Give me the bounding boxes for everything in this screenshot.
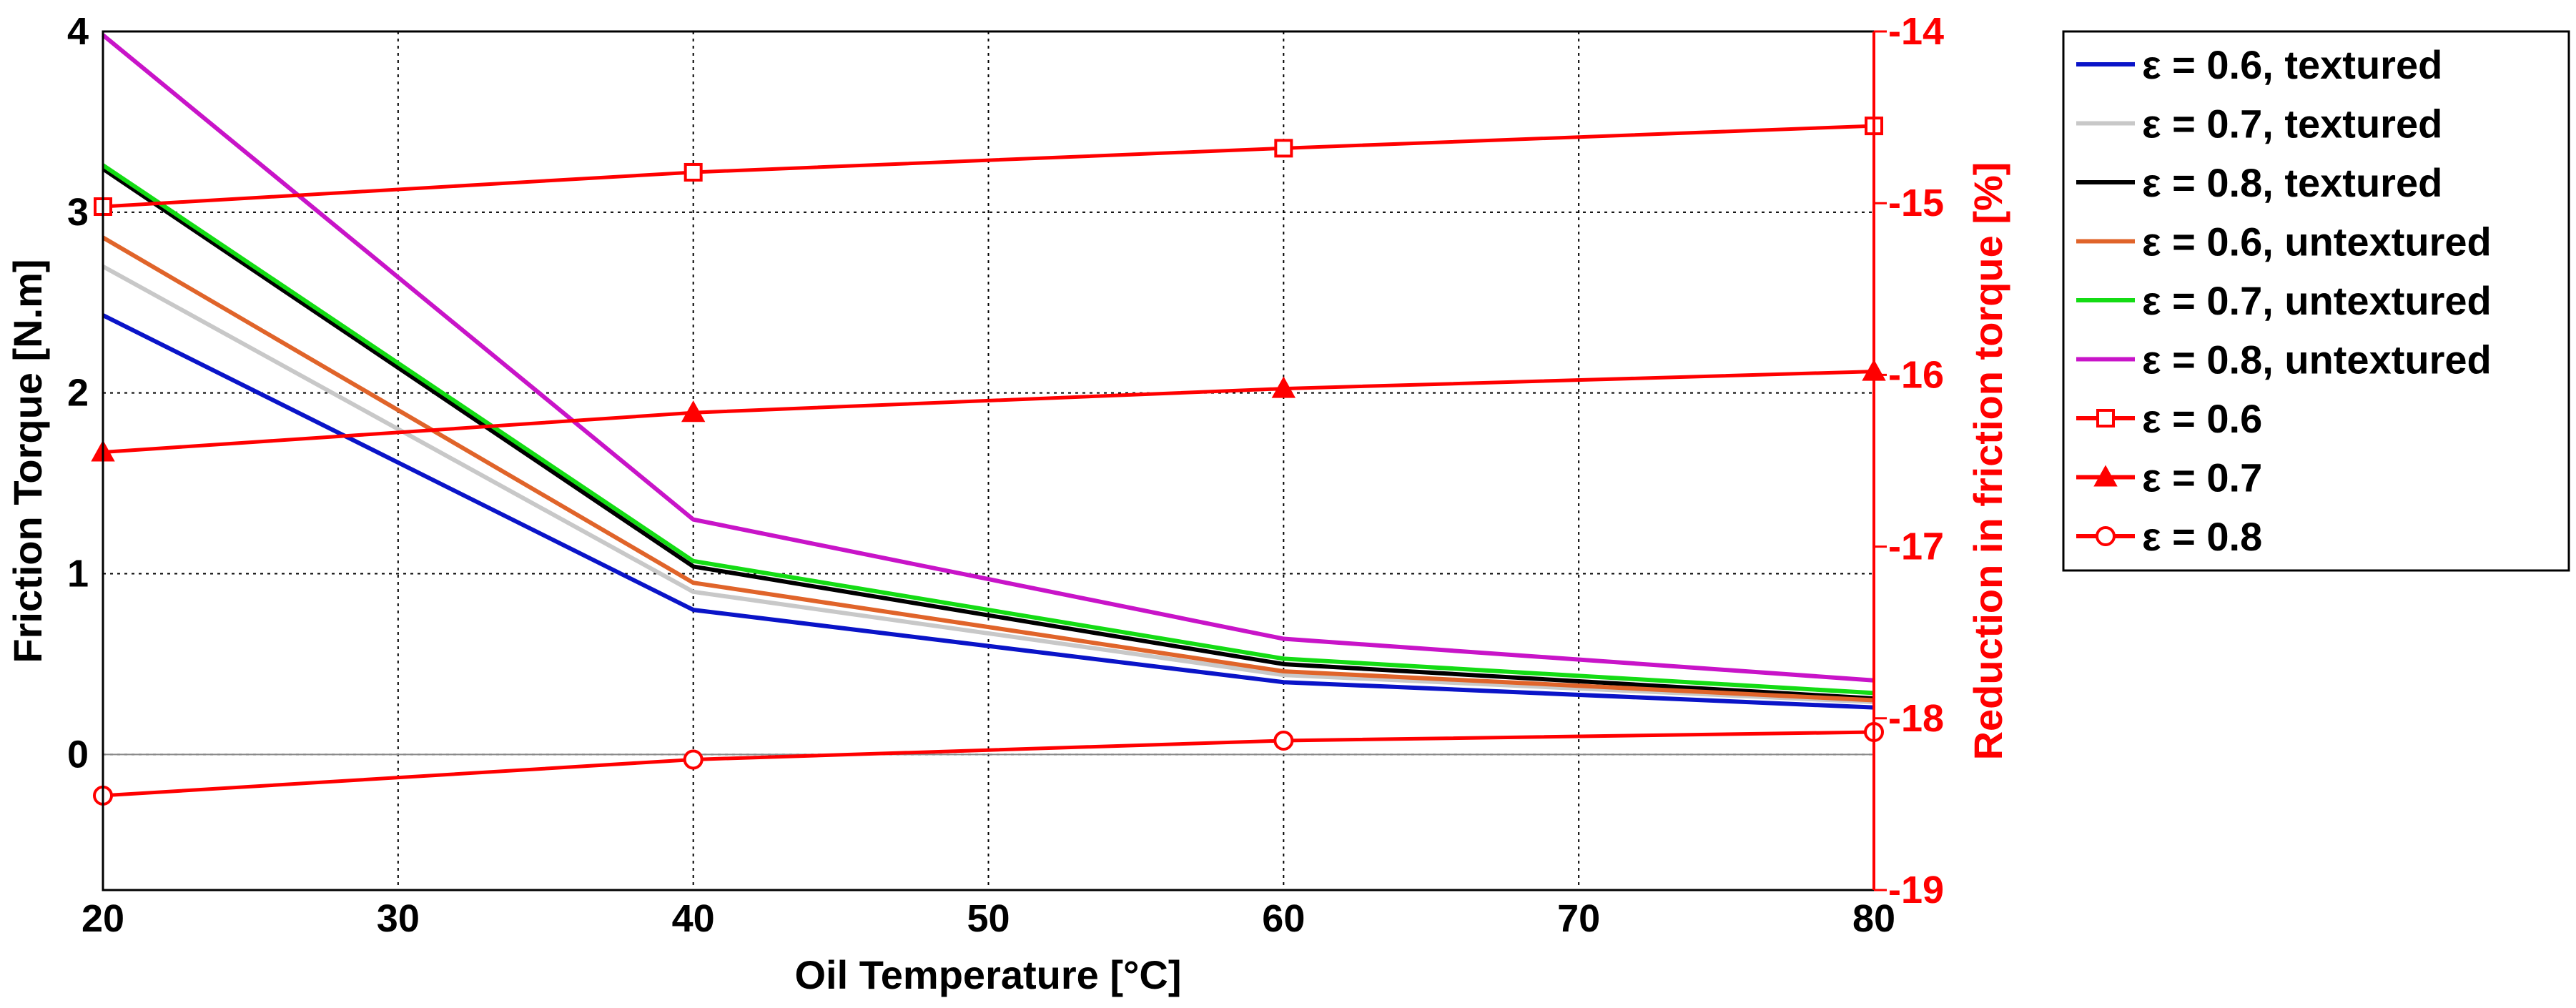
legend-marker-0-8 [2096,526,2116,546]
y2-tick-label: -15 [1888,182,1944,224]
y2-tick-label: -18 [1888,697,1944,740]
y2-tick-labels: -19 -18 -17 -16 -15 -14 [1874,10,1944,911]
x-tick-labels: 20 30 40 50 60 70 80 [82,897,1895,940]
series-line-0-6-untextured [102,235,1875,703]
y2-tick-label: -17 [1888,525,1944,568]
y2-axis-label: Reduction in friction torque [%] [1965,162,2010,761]
series-line-0-7-untextured [102,163,1875,696]
series-line-0-8-textured [102,167,1875,701]
data-point-0-6 [684,162,703,182]
data-point-0-6 [1274,139,1293,158]
y2-tick-label: -14 [1888,10,1944,53]
x-tick-label: 60 [1262,897,1305,940]
y-tick-labels: 0 1 2 3 4 [67,10,89,776]
legend: ε = 0.6, textured ε = 0.7, textured ε = 0.… [2062,30,2570,572]
y-tick-label: 1 [67,553,89,596]
y-tick-label: 0 [67,733,89,776]
legend-label-0-6: ε = 0.6 [2142,396,2262,441]
series-line-0-7-textured [102,265,1875,705]
y2-tick-label: -19 [1888,869,1944,911]
data-point-0-7 [681,400,706,423]
series-line-0-6-textured [102,313,1875,710]
x-axis-label: Oil Temperature [°C] [795,952,1182,997]
legend-box [2062,30,2570,572]
legend-label-0-6-untextured: ε = 0.6, untextured [2142,219,2492,265]
legend-label-0-6-textured: ε = 0.6, textured [2142,42,2442,87]
data-point-0-8 [683,749,704,770]
legend-marker-0-6 [2096,409,2115,428]
series-line-0-8-untextured [102,33,1875,683]
legend-label-0-7-untextured: ε = 0.7, untextured [2142,278,2492,323]
y-tick-label: 3 [67,191,89,234]
series-group [91,33,1886,806]
x-tick-label: 20 [82,897,124,940]
legend-label-0-7: ε = 0.7 [2142,455,2262,500]
series-line-0-6 [102,124,1875,209]
legend-label-0-8: ε = 0.8 [2142,514,2262,559]
legend-label-0-8-untextured: ε = 0.8, untextured [2142,337,2492,382]
x-tick-label: 80 [1852,897,1895,940]
data-point-0-8 [1273,731,1294,751]
legend-items: ε = 0.6, textured ε = 0.7, textured ε = 0.… [2076,42,2492,559]
y-tick-label: 4 [67,10,89,53]
x-tick-label: 50 [967,897,1010,940]
data-point-0-7 [1271,376,1296,398]
x-tick-label: 40 [672,897,715,940]
x-tick-label: 70 [1557,897,1600,940]
series-line-0-7 [102,370,1875,454]
y-tick-label: 2 [67,372,89,415]
x-tick-label: 30 [377,897,420,940]
y-axis-label: Friction Torque [N.m] [5,259,50,663]
legend-label-0-8-textured: ε = 0.8, textured [2142,160,2442,205]
y2-tick-label: -16 [1888,353,1944,396]
legend-marker-0-7 [2093,465,2118,487]
series-line-0-8 [102,730,1875,798]
legend-label-0-7-textured: ε = 0.7, textured [2142,102,2442,147]
